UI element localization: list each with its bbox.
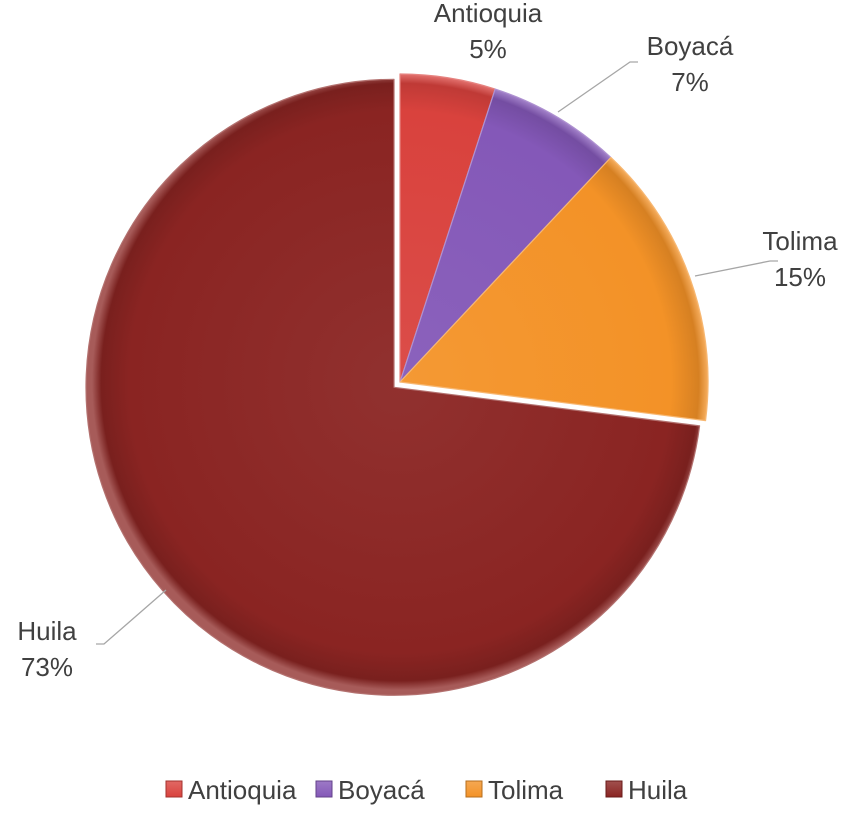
legend-swatch-huila	[605, 780, 623, 798]
leader-lines-layer	[96, 61, 778, 645]
data-label-category-antioquia: Antioquia	[434, 0, 543, 28]
legend-label-huila: Huila	[628, 775, 688, 805]
data-label-value-tolima: 15%	[774, 262, 826, 292]
slices-layer	[85, 73, 709, 696]
data-label-value-antioquia: 5%	[469, 34, 507, 64]
data-label-value-huila: 73%	[21, 652, 73, 682]
legend-item-boyaca: Boyacá	[315, 775, 425, 805]
legend-item-tolima: Tolima	[465, 775, 564, 805]
legend: Antioquia Boyacá Tolima Huila	[165, 775, 688, 805]
data-label-category-huila: Huila	[17, 616, 77, 646]
legend-label-tolima: Tolima	[488, 775, 564, 805]
legend-swatch-antioquia	[165, 780, 183, 798]
pie-slice-huila	[85, 78, 701, 696]
leader-line-boyaca	[557, 61, 638, 113]
legend-item-antioquia: Antioquia	[165, 775, 297, 805]
data-label-category-tolima: Tolima	[762, 226, 838, 256]
pie-slice-boyaca	[399, 88, 612, 383]
legend-label-antioquia: Antioquia	[188, 775, 297, 805]
data-labels-layer: Antioquia 5% Boyacá 7% Tolima 15% Huila 73%	[17, 0, 838, 682]
leader-line-tolima	[694, 260, 778, 277]
legend-item-huila: Huila	[605, 775, 688, 805]
leader-line-huila	[96, 589, 167, 645]
data-label-category-boyaca: Boyacá	[647, 31, 734, 61]
pie-slice-tolima	[399, 156, 709, 422]
legend-label-boyaca: Boyacá	[338, 775, 425, 805]
data-label-value-boyaca: 7%	[671, 67, 709, 97]
legend-swatch-tolima	[465, 780, 483, 798]
legend-swatch-boyaca	[315, 780, 333, 798]
